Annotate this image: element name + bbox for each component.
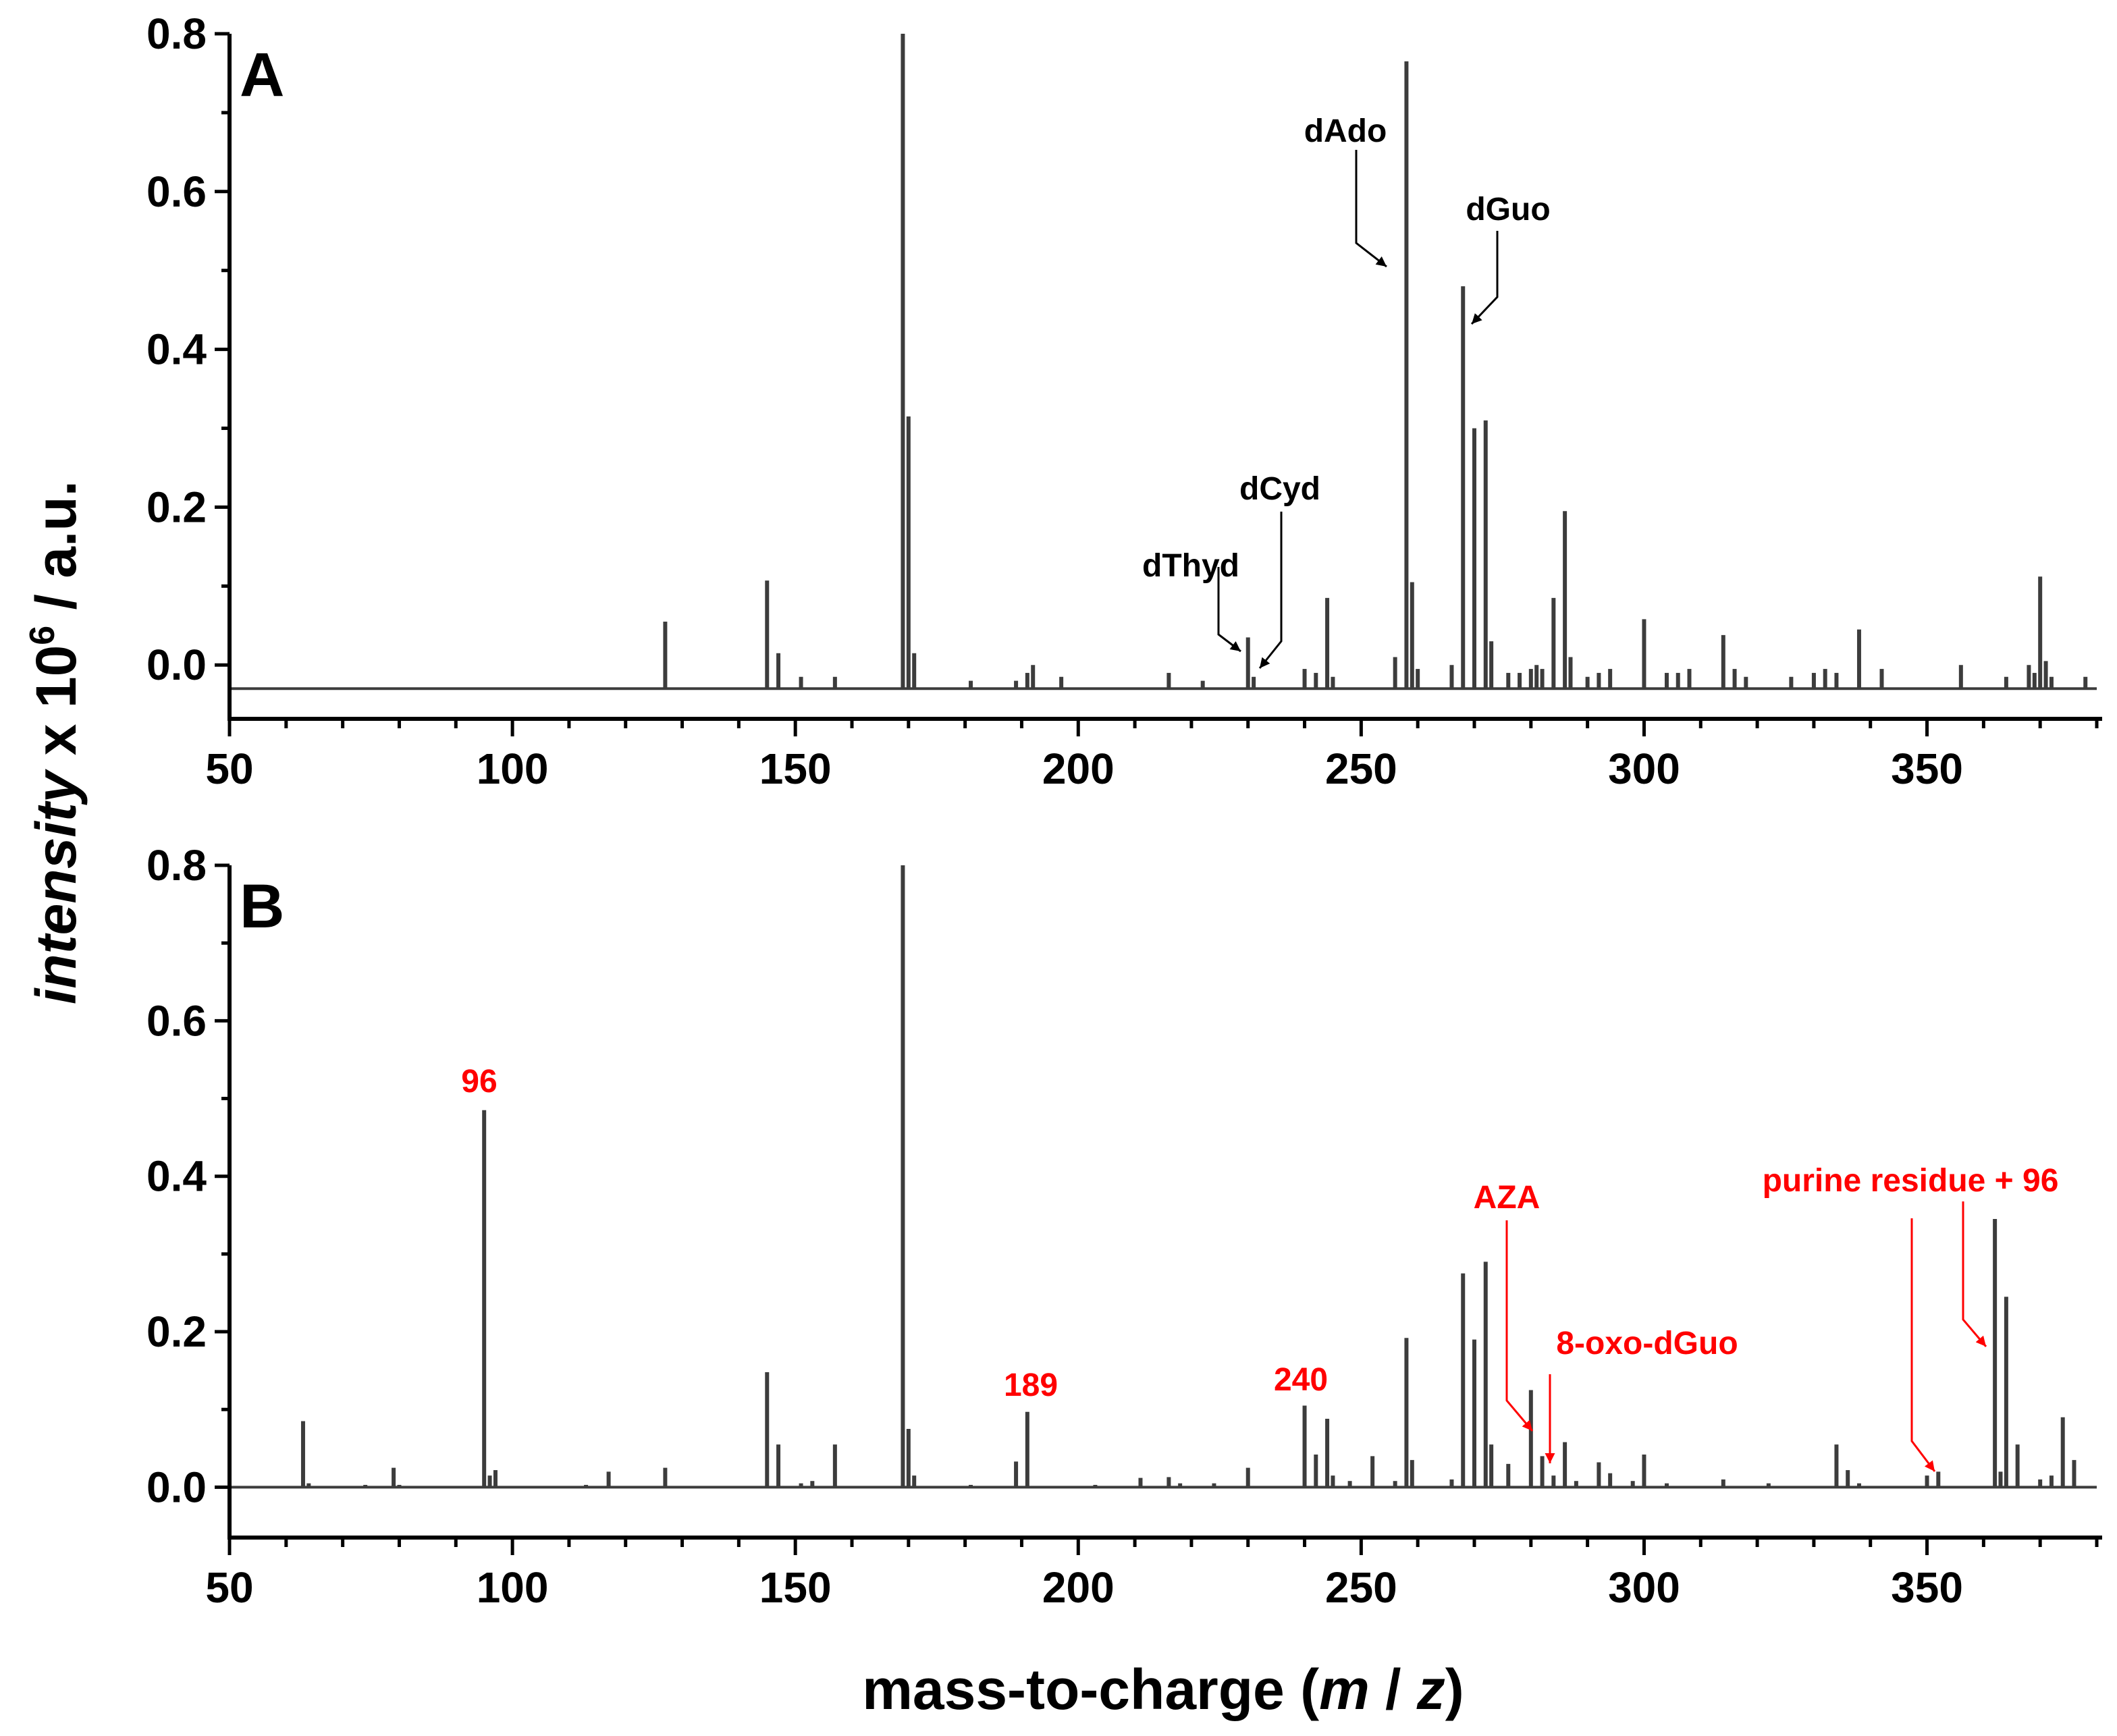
panel-a-x-tick-label: 200 [1042, 744, 1115, 793]
x-title-suffix: ) [1445, 1658, 1464, 1721]
panel-b-x-tick-label: 300 [1608, 1563, 1680, 1612]
panel-b-x-tick-label: 350 [1891, 1563, 1963, 1612]
annotation-purine-residue-96: purine residue + 96 [1763, 1163, 2059, 1199]
panel-b-x-axis: 50 100 150 200 250 300 350 [205, 1536, 2102, 1612]
annotation-dthyd: dThyd [1142, 548, 1239, 584]
panel-b-x-tick-label: 250 [1325, 1563, 1397, 1612]
annotation-8-oxo-dguo: 8-oxo-dGuo [1556, 1326, 1738, 1361]
annotation-dado: dAdo [1304, 113, 1387, 149]
arrow-dado [1355, 150, 1387, 268]
panel-a-letter: A [240, 40, 284, 109]
x-title-sep: / [1370, 1658, 1417, 1721]
panel-a-y-tick-label: 0.0 [146, 641, 207, 689]
panel-a-peaks [230, 34, 2097, 690]
panel-b-y-tick-label: 0.0 [146, 1463, 207, 1511]
panel-a-x-tick-label: 300 [1608, 744, 1680, 793]
panel-a-y-tick-label: 0.6 [146, 167, 207, 216]
panel-a-annotations: dAdo dGuo dCyd dThyd [1142, 113, 1551, 669]
y-title-italic: intensity [24, 768, 88, 1004]
panel-b-x-tick-label: 100 [477, 1563, 549, 1612]
y-title-rest: x 10 [24, 645, 88, 771]
x-axis-title: mass-to-charge (m / z) [862, 1658, 1464, 1721]
panel-a-x-tick-label: 50 [205, 744, 253, 793]
panel-a-x-tick-label: 250 [1325, 744, 1397, 793]
panel-a-y-tick-label: 0.2 [146, 483, 207, 531]
annotation-189: 189 [1004, 1367, 1058, 1403]
arrow-purine-residue-96-low [1910, 1218, 1936, 1472]
panel-a-y-tick-label: 0.4 [146, 325, 207, 374]
annotation-dcyd: dCyd [1239, 471, 1320, 507]
panel-b-x-tick-label: 50 [205, 1563, 253, 1612]
x-title-prefix: mass-to-charge ( [862, 1658, 1319, 1721]
annotation-dguo: dGuo [1466, 192, 1550, 227]
arrow-aza [1505, 1220, 1534, 1432]
panel-a-x-tick-label: 350 [1891, 744, 1963, 793]
x-title-z: z [1416, 1658, 1445, 1721]
y-title-sup: 6 [23, 626, 62, 645]
panel-a-x-tick-label: 100 [477, 744, 549, 793]
panel-a-y-axis: 0.0 0.2 0.4 0.6 0.8 [146, 9, 232, 719]
panel-b-y-axis: 0.0 0.2 0.4 0.6 0.8 [146, 841, 232, 1538]
panel-a-x-axis: 50 100 150 200 250 300 350 [205, 717, 2102, 793]
panel-b-letter: B [240, 872, 284, 941]
panel-b-annotations: 96 189 240 AZA 8-oxo-dGuo purine residue… [461, 1064, 2059, 1472]
panel-b: 0.0 0.2 0.4 0.6 0.8 50 100 150 200 250 300 350 B 9… [146, 841, 2102, 1612]
panel-b-y-tick-label: 0.4 [146, 1152, 207, 1201]
panel-a: 0.0 0.2 0.4 0.6 0.8 50 100 150 200 250 300 350 A d… [146, 9, 2102, 793]
panel-b-x-tick-label: 200 [1042, 1563, 1115, 1612]
panel-b-peaks [230, 865, 2097, 1489]
panel-a-x-tick-label: 150 [759, 744, 832, 793]
panel-b-y-tick-label: 0.8 [146, 841, 207, 890]
arrow-dthyd [1217, 567, 1241, 653]
arrow-dcyd [1258, 512, 1283, 669]
annotation-aza: AZA [1474, 1180, 1540, 1216]
panel-b-y-tick-label: 0.6 [146, 996, 207, 1045]
x-title-m: m [1319, 1658, 1370, 1721]
arrow-dguo [1470, 231, 1499, 325]
arrow-purine-residue-96-high [1962, 1201, 1987, 1347]
annotation-96: 96 [461, 1064, 497, 1100]
panel-b-y-tick-label: 0.2 [146, 1307, 207, 1356]
panel-a-y-tick-label: 0.8 [146, 9, 207, 58]
panel-b-x-tick-label: 150 [759, 1563, 832, 1612]
y-title-suffix: / a.u. [24, 481, 88, 626]
annotation-240: 240 [1274, 1362, 1328, 1398]
y-axis-title: intensity x 106 / a.u. [23, 481, 88, 1004]
